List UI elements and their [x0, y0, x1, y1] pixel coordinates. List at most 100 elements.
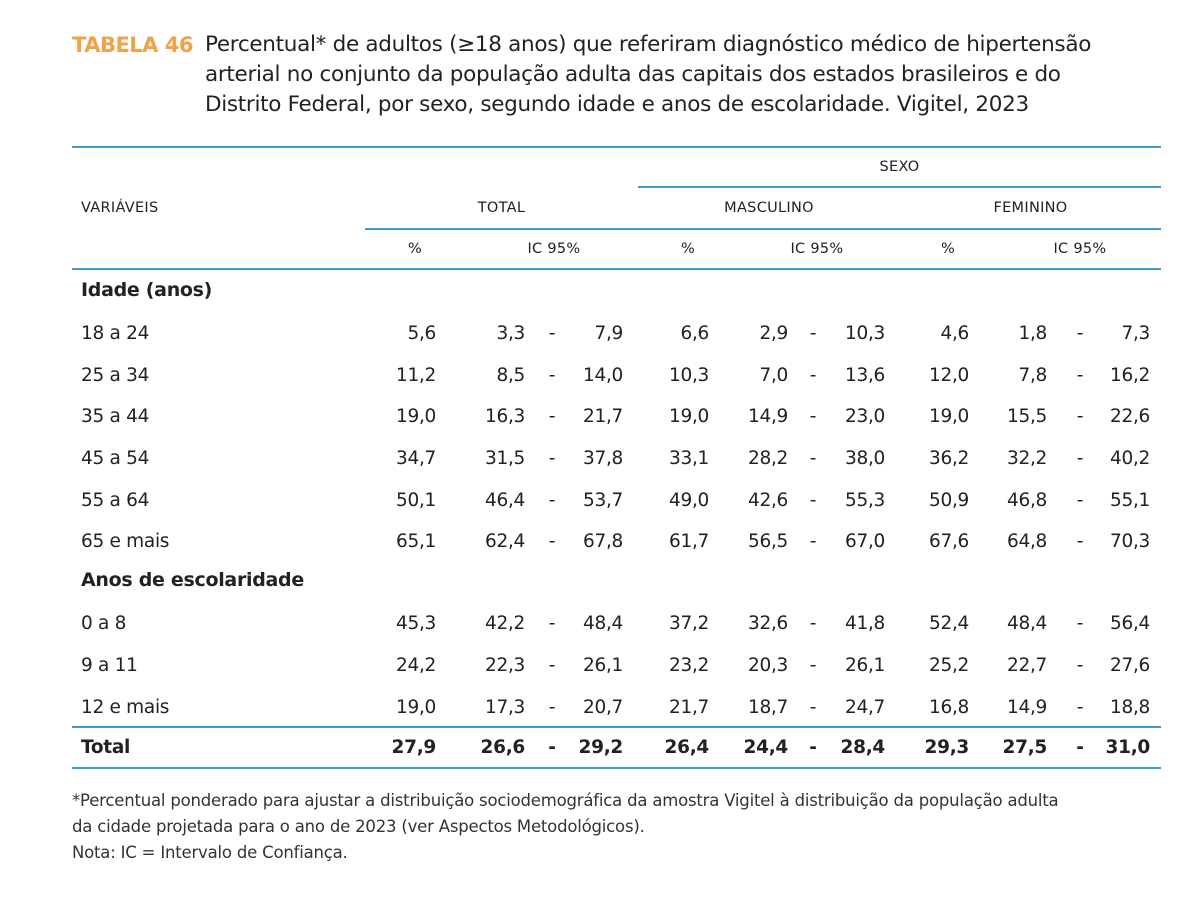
row-label: 45 a 54 [81, 448, 150, 469]
table-cell: 7,0 [759, 365, 788, 386]
table-cell: 67,6 [929, 531, 969, 552]
table-cell: 31,5 [485, 448, 525, 469]
table-cell: 26,1 [845, 655, 885, 676]
table-cell: 32,6 [748, 613, 788, 634]
table-cell: 40,2 [1110, 448, 1150, 469]
table-cell: 21,7 [583, 406, 623, 427]
table-cell: 19,0 [669, 406, 709, 427]
table-caption: TABELA 46 Percentual* de adultos (≥18 an… [72, 30, 1162, 120]
ci-separator: - [809, 697, 817, 718]
group-rule [365, 228, 1161, 230]
table-cell: 48,4 [1007, 613, 1047, 634]
table-cell: 67,0 [845, 531, 885, 552]
ci-separator: - [548, 613, 556, 634]
header-female: FEMININO [993, 200, 1068, 216]
bottom-rule [72, 767, 1161, 769]
row-label: 0 a 8 [81, 613, 127, 634]
table-cell: 10,3 [669, 365, 709, 386]
ci-separator: - [548, 737, 556, 758]
table-title: Percentual* de adultos (≥18 anos) que re… [205, 30, 1091, 120]
table-cell: 3,3 [496, 323, 525, 344]
top-rule [72, 146, 1161, 148]
ci-separator: - [548, 490, 556, 511]
ci-separator: - [1076, 448, 1084, 469]
ci-separator: - [548, 365, 556, 386]
table-cell: 28,4 [840, 737, 886, 758]
header-ci-total: IC 95% [527, 241, 581, 257]
ci-separator: - [1076, 490, 1084, 511]
header-ci-female: IC 95% [1053, 241, 1107, 257]
table-row: 55 a 64 50,1 46,4 53,7 49,0 42,6 55,3 50,9 46,8 5… [0, 486, 1200, 516]
table-cell: 23,0 [845, 406, 885, 427]
table-row: 12 e mais 19,0 17,3 20,7 21,7 18,7 24,7 16,8 14,… [0, 693, 1200, 723]
table-cell: 42,6 [748, 490, 788, 511]
table-cell: 12,0 [929, 365, 969, 386]
total-row: Total 27,9 26,6 29,2 26,4 24,4 28,4 29,3 27,5 31,… [0, 733, 1200, 763]
table-cell: 64,8 [1007, 531, 1047, 552]
ci-separator: - [548, 406, 556, 427]
table-cell: 14,9 [1007, 697, 1047, 718]
table-cell: 50,1 [396, 490, 436, 511]
table-cell: 41,8 [845, 613, 885, 634]
header-ci-male: IC 95% [790, 241, 844, 257]
table-cell: 24,7 [845, 697, 885, 718]
table-cell: 10,3 [845, 323, 885, 344]
ci-separator: - [1076, 697, 1084, 718]
table-row: 9 a 11 24,2 22,3 26,1 23,2 20,3 26,1 25,2 22,7 27… [0, 651, 1200, 681]
header-sex: SEXO [879, 159, 920, 175]
group-title-schooling: Anos de escolaridade [81, 569, 304, 591]
sex-rule [638, 186, 1161, 188]
table-cell: 55,1 [1110, 490, 1150, 511]
table-cell: 65,1 [396, 531, 436, 552]
header-total: TOTAL [477, 200, 526, 216]
ci-separator: - [1076, 406, 1084, 427]
table-title-line: arterial no conjunto da população adulta… [204, 62, 1061, 87]
table-cell: 2,9 [759, 323, 788, 344]
header-percent-male: % [680, 241, 696, 257]
table-cell: 49,0 [669, 490, 709, 511]
table-cell: 46,8 [1007, 490, 1047, 511]
table-cell: 14,0 [583, 365, 623, 386]
table-cell: 52,4 [929, 613, 969, 634]
footnote-line: *Percentual ponderado para ajustar a dis… [72, 791, 1059, 810]
table-cell: 18,8 [1110, 697, 1150, 718]
ci-separator: - [1076, 365, 1084, 386]
table-cell: 31,0 [1105, 737, 1151, 758]
table-cell: 19,0 [929, 406, 969, 427]
ci-separator: - [809, 406, 817, 427]
table-cell: 14,9 [748, 406, 788, 427]
header-percent-total: % [407, 241, 423, 257]
table-cell: 50,9 [929, 490, 969, 511]
table-cell: 45,3 [396, 613, 436, 634]
table-cell: 34,7 [396, 448, 436, 469]
table-cell: 32,2 [1007, 448, 1047, 469]
ci-separator: - [809, 737, 817, 758]
table-cell: 27,9 [391, 737, 437, 758]
table-cell: 56,4 [1110, 613, 1150, 634]
table-row: 35 a 44 19,0 16,3 21,7 19,0 14,9 23,0 19,0 15,5 2… [0, 402, 1200, 432]
table-title-line: Distrito Federal, por sexo, segundo idad… [204, 92, 1029, 117]
ci-separator: - [548, 531, 556, 552]
table-cell: 56,5 [748, 531, 788, 552]
footnote-line: Nota: IC = Intervalo de Confiança. [72, 843, 348, 862]
table-cell: 11,2 [396, 365, 436, 386]
ci-separator: - [548, 323, 556, 344]
ci-separator: - [1076, 737, 1084, 758]
table-cell: 26,4 [664, 737, 710, 758]
ci-separator: - [809, 365, 817, 386]
table-cell: 53,7 [583, 490, 623, 511]
table-cell: 36,2 [929, 448, 969, 469]
table-cell: 29,2 [578, 737, 624, 758]
ci-separator: - [809, 448, 817, 469]
ci-separator: - [809, 490, 817, 511]
total-top-rule [72, 726, 1161, 728]
table-cell: 19,0 [396, 406, 436, 427]
table-cell: 24,2 [396, 655, 436, 676]
table-cell: 16,3 [485, 406, 525, 427]
table-cell: 22,3 [485, 655, 525, 676]
ci-separator: - [1076, 613, 1084, 634]
ci-separator: - [548, 655, 556, 676]
table-cell: 29,3 [924, 737, 970, 758]
table-cell: 6,6 [680, 323, 709, 344]
group-title-age: Idade (anos) [81, 279, 213, 301]
